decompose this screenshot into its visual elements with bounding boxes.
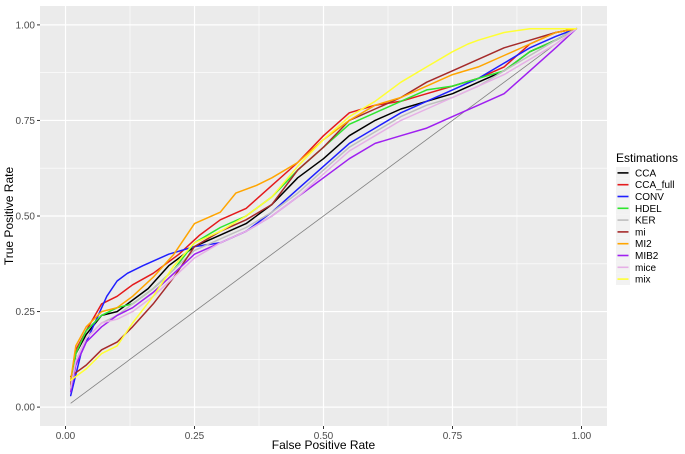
series-lines bbox=[69, 27, 578, 397]
y-tick-label: 1.00 bbox=[16, 20, 36, 31]
series-line-mice bbox=[69, 27, 578, 389]
legend-label-conv: CONV bbox=[635, 192, 664, 203]
legend-label-mix: mix bbox=[635, 275, 651, 286]
x-tick-label: 0.50 bbox=[314, 431, 334, 442]
series-line-conv bbox=[69, 27, 578, 397]
legend-label-cca: CCA bbox=[635, 168, 656, 179]
y-tick-label: 0.25 bbox=[16, 307, 36, 318]
x-tick-label: 0.00 bbox=[56, 431, 76, 442]
x-tick-label: 1.00 bbox=[572, 431, 592, 442]
x-tick-label: 0.75 bbox=[443, 431, 463, 442]
series-line-mix bbox=[69, 27, 578, 382]
legend-label-cca-full: CCA_full bbox=[635, 180, 674, 191]
x-axis-title: False Positive Rate bbox=[272, 438, 376, 452]
y-tick-label: 0.00 bbox=[16, 403, 36, 414]
x-axis-ticks: 0.00 0.25 0.50 0.75 1.00 bbox=[56, 426, 592, 442]
legend-label-hdel: HDEL bbox=[635, 204, 662, 215]
reference-line bbox=[70, 28, 577, 404]
reference-diagonal bbox=[70, 28, 577, 404]
y-axis-ticks: 0.00 0.25 0.50 0.75 1.00 bbox=[16, 20, 40, 414]
legend-label-mib2: MIB2 bbox=[635, 251, 659, 262]
series-line-mi2 bbox=[69, 27, 578, 382]
legend-label-mi: mi bbox=[635, 227, 646, 238]
series-line-cca bbox=[69, 27, 578, 389]
y-tick-label: 0.75 bbox=[16, 116, 36, 127]
legend-label-mice: mice bbox=[635, 263, 657, 274]
legend-label-mi2: MI2 bbox=[635, 239, 652, 250]
legend-label-ker: KER bbox=[635, 216, 656, 227]
x-tick-label: 0.25 bbox=[185, 431, 205, 442]
y-axis-title: True Positive Rate bbox=[2, 167, 16, 266]
legend-title: Estimations bbox=[616, 151, 678, 165]
series-line-mi bbox=[69, 27, 578, 378]
legend: Estimations CCACCA_fullCONVHDELKERmiMI2M… bbox=[616, 151, 678, 286]
y-tick-label: 0.50 bbox=[16, 212, 36, 223]
